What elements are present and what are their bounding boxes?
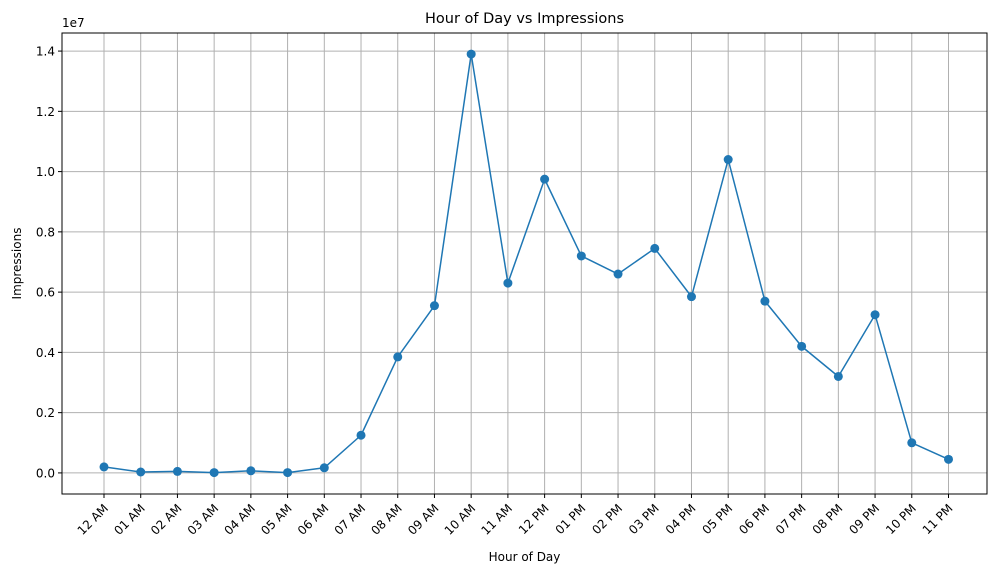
data-point: [723, 155, 733, 165]
data-point: [870, 310, 880, 320]
y-tick-label: 1.4: [36, 45, 55, 59]
y-tick-label: 0.0: [36, 466, 55, 480]
x-tick-label: 04 AM: [221, 501, 258, 538]
x-tick-label: 06 PM: [736, 501, 772, 537]
y-tick-label: 0.8: [36, 225, 55, 239]
x-tick-label: 08 AM: [368, 501, 405, 538]
data-point: [429, 301, 439, 311]
data-point: [540, 174, 550, 184]
x-tick-label: 11 AM: [478, 501, 515, 538]
data-point: [136, 467, 146, 477]
x-axis-ticks: 12 AM 01 AM 02 AM 03 AM 04 AM 05 AM 06 AM 07 AM…: [75, 494, 956, 538]
x-tick-label: 09 AM: [405, 501, 442, 538]
x-tick-label: 09 PM: [846, 501, 882, 537]
y-tick-label: 0.2: [36, 406, 55, 420]
y-axis-offset-label: 1e7: [62, 16, 85, 30]
data-point: [613, 269, 623, 279]
x-axis-label: Hour of Day: [489, 550, 561, 564]
data-point: [944, 454, 953, 464]
x-tick-label: 10 PM: [883, 501, 919, 537]
series-layer: [99, 49, 953, 478]
x-tick-label: 11 PM: [920, 501, 956, 537]
x-tick-label: 05 AM: [258, 501, 295, 538]
data-point: [650, 243, 660, 253]
x-tick-label: 12 PM: [516, 501, 552, 537]
x-tick-label: 02 PM: [589, 501, 625, 537]
x-tick-label: 02 AM: [148, 501, 185, 538]
x-tick-label: 07 AM: [332, 501, 369, 538]
data-point: [99, 462, 109, 472]
x-tick-label: 08 PM: [810, 501, 846, 537]
chart-title: Hour of Day vs Impressions: [425, 11, 624, 27]
y-axis-ticks: 0.0 0.2 0.4 0.6 0.8 1.0 1.2 1.4: [36, 45, 62, 480]
y-tick-label: 1.2: [36, 105, 55, 119]
y-tick-label: 0.4: [36, 346, 55, 360]
y-tick-label: 0.6: [36, 286, 55, 300]
x-tick-label: 04 PM: [663, 501, 699, 537]
data-point: [686, 292, 696, 302]
y-axis-label: Impressions: [10, 228, 24, 300]
data-point: [283, 468, 293, 478]
data-point: [503, 278, 513, 288]
x-tick-label: 03 PM: [626, 501, 662, 537]
data-point: [356, 430, 366, 440]
series-line: [103, 53, 949, 474]
data-point: [209, 468, 219, 478]
plot-area-frame: [61, 32, 988, 495]
data-point: [319, 463, 329, 473]
y-tick-label: 1.0: [36, 165, 55, 179]
data-point: [833, 371, 843, 381]
data-point: [576, 251, 586, 261]
x-tick-label: 06 AM: [295, 501, 332, 538]
x-tick-label: 12 AM: [75, 501, 112, 538]
data-point: [797, 341, 807, 351]
x-tick-label: 01 PM: [553, 501, 589, 537]
data-point: [393, 352, 403, 362]
data-point: [760, 296, 770, 306]
x-tick-label: 03 AM: [185, 501, 222, 538]
x-tick-label: 05 PM: [699, 501, 735, 537]
data-point: [172, 466, 182, 476]
data-point: [907, 438, 917, 448]
data-point: [466, 49, 476, 59]
x-tick-label: 10 AM: [442, 501, 479, 538]
x-tick-label: 01 AM: [111, 501, 148, 538]
grid-lines: [62, 33, 987, 494]
data-point: [246, 466, 256, 476]
x-tick-label: 07 PM: [773, 501, 809, 537]
